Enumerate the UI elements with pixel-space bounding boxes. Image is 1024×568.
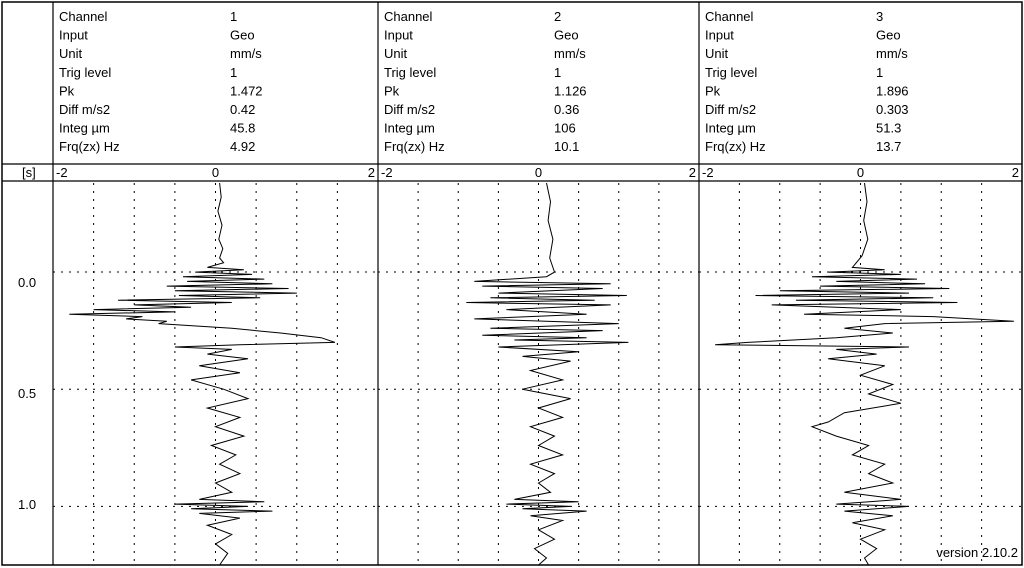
channel-1-row-value: 1 [230, 65, 237, 80]
channel-2-row-label: Trig level [384, 65, 436, 80]
channel-3-row-label: Diff m/s2 [705, 102, 756, 117]
channel-2-row-label: Input [384, 28, 413, 43]
left-axis-tick-2: 1.0 [18, 497, 36, 512]
channel-3-row-value: mm/s [876, 46, 908, 61]
channel-1-row-label: Frq(zx) Hz [59, 139, 120, 154]
left-axis-tick-0: 0.0 [18, 275, 36, 290]
channel-3-row-value: 1.896 [876, 83, 909, 98]
channel-1-row-label: Integ µm [59, 121, 110, 136]
channel-2-row-value: 1 [554, 65, 561, 80]
channel-1-row-label: Diff m/s2 [59, 102, 110, 117]
channel-2-row-value: 1.126 [554, 83, 587, 98]
channel-3-panel: Channel 3 Input Geo Unit mm/s Trig level 1 Pk 1.8… [699, 9, 1022, 566]
channel-2-panel: Channel 2 Input Geo Unit mm/s Trig level 1 Pk 1.1… [378, 9, 699, 566]
channel-1-row-label: Pk [59, 83, 75, 98]
channel-3-row-value: 1 [876, 65, 883, 80]
channel-1-row-value: 45.8 [230, 121, 255, 136]
channel-3-row-value: 51.3 [876, 121, 901, 136]
channel-1-waveform [69, 182, 336, 566]
channel-3-row-label: Frq(zx) Hz [705, 139, 766, 154]
channel-3-row-value: 13.7 [876, 139, 901, 154]
channel-3-waveform [715, 182, 1014, 566]
channel-2-row-value: 106 [554, 121, 576, 136]
channel-2-row-value: 2 [554, 9, 561, 24]
channel-3-xtick-zero: 0 [857, 165, 864, 180]
channel-1-row-label: Channel [59, 9, 108, 24]
channel-3-xtick-neg: -2 [702, 165, 714, 180]
channel-2-row-value: 0.36 [554, 102, 579, 117]
channel-1-xtick-pos: 2 [368, 165, 375, 180]
channel-1-panel: Channel 1 Input Geo Unit mm/s Trig level 1 Pk 1.4… [53, 9, 378, 566]
channel-2-row-label: Integ µm [384, 121, 435, 136]
left-axis-tick-1: 0.5 [18, 386, 36, 401]
channel-3-row-label: Pk [705, 83, 721, 98]
channel-1-row-label: Trig level [59, 65, 111, 80]
version-label: version 2.10.2 [936, 545, 1018, 560]
channel-2-xtick-zero: 0 [535, 165, 542, 180]
left-axis-unit-label: [s] [22, 165, 36, 180]
channel-2-row-value: 10.1 [554, 139, 579, 154]
channel-2-row-label: Unit [384, 46, 408, 61]
channel-2-row-label: Diff m/s2 [384, 102, 435, 117]
channel-3-row-value: 3 [876, 9, 883, 24]
channel-1-xtick-zero: 0 [212, 165, 219, 180]
channel-2-row-value: mm/s [554, 46, 586, 61]
channel-2-row-label: Frq(zx) Hz [384, 139, 445, 154]
channel-1-row-label: Unit [59, 46, 83, 61]
channel-1-row-value: 1 [230, 9, 237, 24]
channel-2-row-label: Channel [384, 9, 433, 24]
channel-2-xtick-pos: 2 [689, 165, 696, 180]
channel-2-xtick-neg: -2 [381, 165, 393, 180]
channel-3-xtick-pos: 2 [1012, 165, 1019, 180]
channel-1-row-value: mm/s [230, 46, 262, 61]
channel-1-row-value: Geo [230, 28, 255, 43]
channel-3-row-value: Geo [876, 28, 901, 43]
channel-plots: Channel 1 Input Geo Unit mm/s Trig level 1 Pk 1.4… [53, 9, 1022, 566]
channel-1-row-value: 4.92 [230, 139, 255, 154]
channel-1-row-value: 1.472 [230, 83, 263, 98]
channel-3-row-label: Unit [705, 46, 729, 61]
channel-2-waveform [466, 182, 629, 566]
channel-3-row-value: 0.303 [876, 102, 909, 117]
channel-2-row-label: Pk [384, 83, 400, 98]
channel-3-row-label: Channel [705, 9, 754, 24]
channel-3-row-label: Trig level [705, 65, 757, 80]
channel-1-row-value: 0.42 [230, 102, 255, 117]
channel-1-xtick-neg: -2 [56, 165, 68, 180]
channel-3-row-label: Input [705, 28, 734, 43]
channel-1-row-label: Input [59, 28, 88, 43]
channel-2-row-value: Geo [554, 28, 579, 43]
channel-3-row-label: Integ µm [705, 121, 756, 136]
